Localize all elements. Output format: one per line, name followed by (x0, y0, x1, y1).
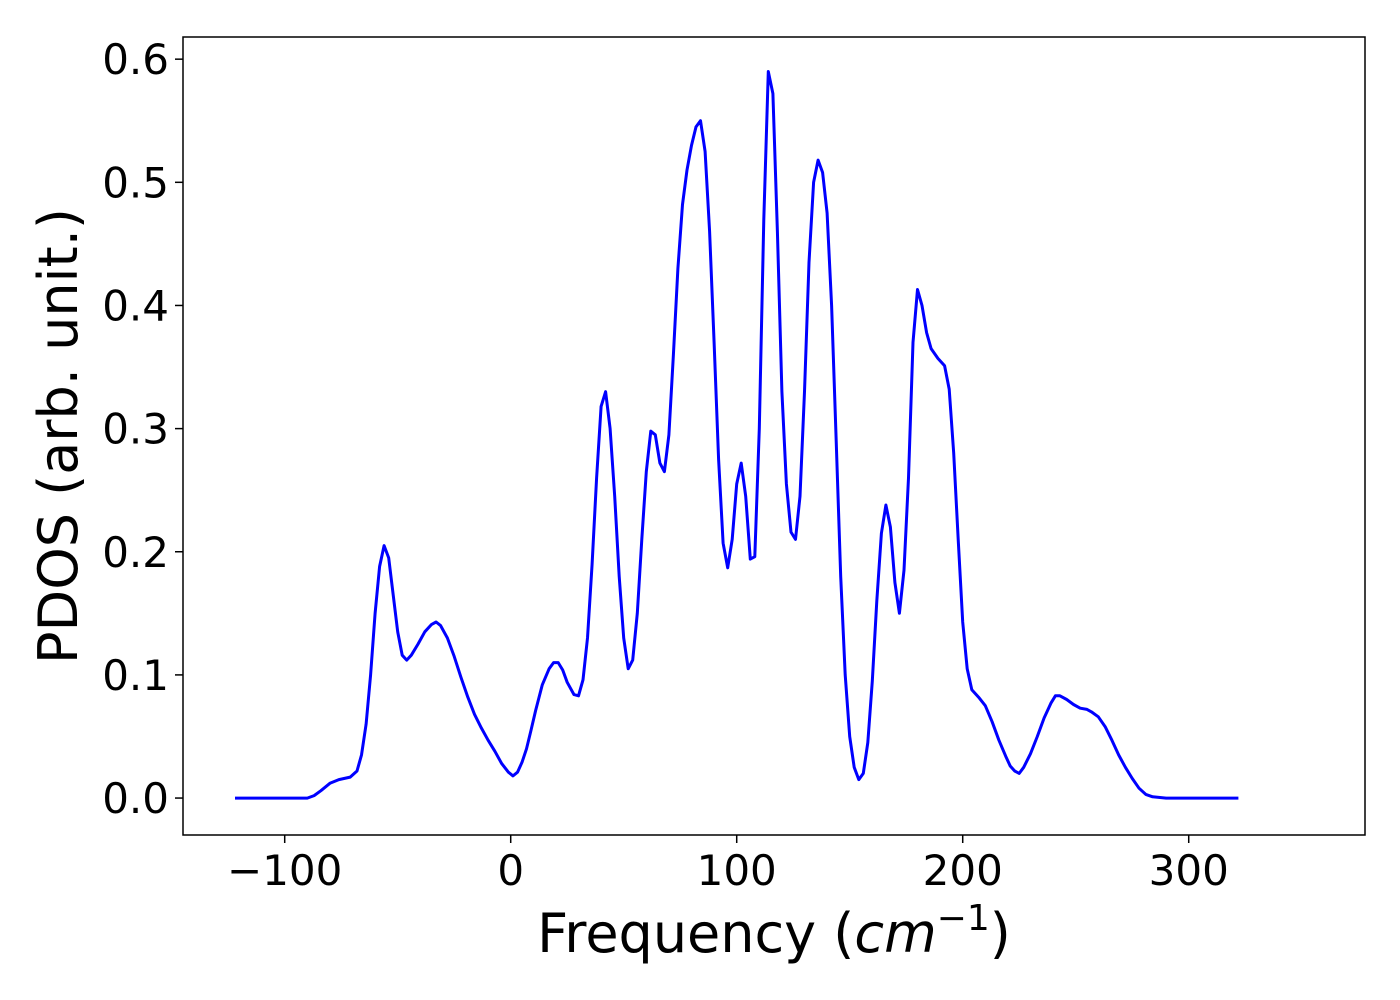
y-axis: 0.0 0.1 0.2 0.3 0.4 0.5 0.6 (102, 35, 183, 823)
y-axis-label: PDOS (arb. unit.) (27, 208, 90, 664)
plot-area (182, 36, 1366, 836)
x-tick-label: 200 (923, 846, 1003, 895)
y-tick-label: 0.3 (102, 405, 169, 454)
y-tick-label: 0.6 (102, 35, 169, 84)
y-tick-label: 0.2 (102, 528, 169, 577)
x-axis-label: Frequency (cm−1) (537, 898, 1011, 965)
x-tick-label: 0 (497, 846, 524, 895)
x-axis-label-suffix: ) (990, 902, 1011, 965)
x-axis-label-unit: cm (854, 902, 936, 965)
x-tick-label: 100 (697, 846, 777, 895)
x-tick-label: 300 (1149, 846, 1229, 895)
x-axis: −100 0 100 200 300 (227, 835, 1229, 895)
y-tick-label: 0.0 (102, 774, 169, 823)
y-tick-label: 0.4 (102, 281, 169, 330)
plot-frame (182, 36, 1366, 836)
x-tick-label: −100 (227, 846, 342, 895)
pdos-series-line (235, 70, 1239, 800)
x-axis-label-exponent: −1 (937, 898, 990, 939)
y-tick-label: 0.5 (102, 158, 169, 207)
y-tick-label: 0.1 (102, 651, 169, 700)
x-axis-label-prefix: Frequency ( (537, 902, 854, 965)
